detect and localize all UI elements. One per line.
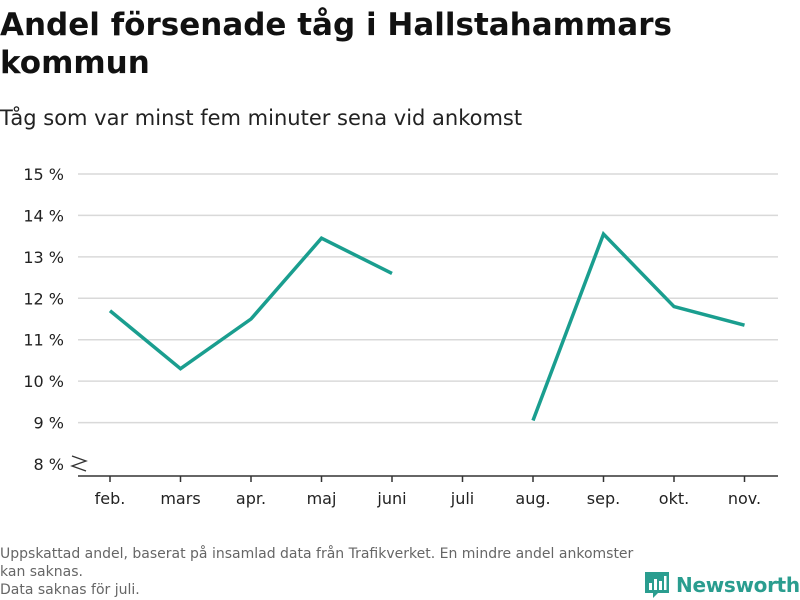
chart-title: Andel försenade tåg i Hallstahammars kom…: [0, 7, 672, 81]
data-series: [108, 230, 745, 422]
brand-name: Newsworthy: [676, 573, 800, 597]
y-tick-label: 12 %: [23, 289, 64, 308]
footnote-missing-data: Data saknas för juli.: [0, 582, 140, 598]
bar-chart-logo-icon: [645, 572, 669, 598]
x-tick-label: maj: [307, 489, 337, 508]
y-tick-label: 15 %: [23, 165, 64, 184]
x-tick-label: juni: [376, 489, 406, 508]
x-tick-label: nov.: [728, 489, 761, 508]
footnote: Uppskattad andel, baserat på insamlad da…: [0, 545, 640, 599]
x-axis: [70, 455, 778, 477]
y-tick-label: 9 %: [34, 414, 64, 433]
y-tick-label: 8 %: [34, 455, 64, 474]
y-tick-label: 13 %: [23, 248, 64, 267]
axis-break-icon: [70, 455, 88, 472]
series-line: [108, 236, 393, 371]
footnote-source: Uppskattad andel, baserat på insamlad da…: [0, 546, 634, 580]
chart-subtitle: Tåg som var minst fem minuter sena vid a…: [0, 106, 523, 130]
series-line: [531, 230, 745, 422]
x-tick-label: juli: [450, 489, 474, 508]
x-tick-label: mars: [160, 489, 200, 508]
line-chart: 8 % 9 % 10 % 11 % 12 % 13 % 14 % 15 % feb. mars a…: [23, 165, 778, 508]
gridlines: [78, 173, 778, 424]
x-tick-label: apr.: [236, 489, 266, 508]
brand-logo: Newsworthy: [644, 570, 800, 600]
x-tick-label: feb.: [95, 489, 126, 508]
y-axis-ticks: 8 % 9 % 10 % 11 % 12 % 13 % 14 % 15 %: [23, 165, 64, 474]
y-tick-label: 10 %: [23, 372, 64, 391]
x-axis-ticks: feb. mars apr. maj juni juli aug. sep. okt. nov.: [95, 476, 761, 508]
y-tick-label: 14 %: [23, 206, 64, 225]
y-tick-label: 11 %: [23, 331, 64, 350]
x-tick-label: okt.: [659, 489, 689, 508]
x-tick-label: sep.: [587, 489, 620, 508]
x-tick-label: aug.: [515, 489, 550, 508]
